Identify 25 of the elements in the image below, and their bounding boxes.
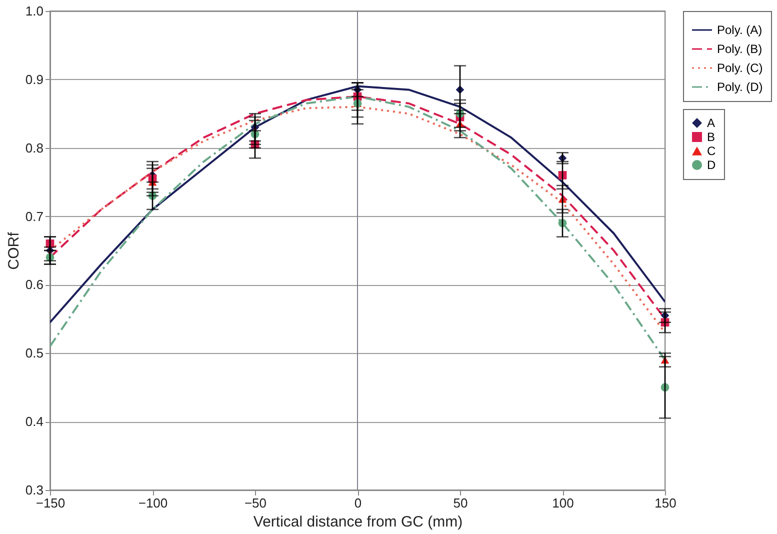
- x-tick-label: 0: [354, 496, 362, 510]
- y-tick-label: 1.0: [25, 4, 44, 18]
- x-tick-label: 150: [654, 496, 676, 510]
- y-axis-title: CORf: [5, 231, 22, 270]
- legend-label: D: [707, 158, 716, 172]
- x-tick-label: 100: [552, 496, 574, 510]
- legend-label: Poly. (D): [717, 80, 763, 94]
- x-tick-label: 50: [453, 496, 468, 510]
- legend-label: B: [707, 130, 716, 144]
- y-tick-label: 0.3: [25, 482, 44, 498]
- x-tick-label: −150: [36, 496, 66, 510]
- legend-label: Poly. (C): [717, 61, 763, 75]
- x-tick-label: −50: [244, 496, 267, 510]
- legend-label: Poly. (B): [717, 42, 762, 56]
- y-tick-label: 0.5: [25, 346, 44, 361]
- y-tick-label: 0.9: [25, 72, 44, 87]
- legend-label: Poly. (A): [717, 23, 762, 37]
- x-tick-label: −100: [138, 496, 168, 510]
- y-tick-label: 0.8: [25, 140, 44, 156]
- x-axis-title: Vertical distance from GC (mm): [253, 514, 463, 530]
- y-tick-label: 0.4: [25, 414, 44, 430]
- y-tick-label: 0.6: [25, 277, 44, 292]
- legend-label: C: [707, 144, 716, 158]
- y-tick-label: 0.7: [25, 208, 44, 224]
- legend-label: A: [707, 116, 716, 130]
